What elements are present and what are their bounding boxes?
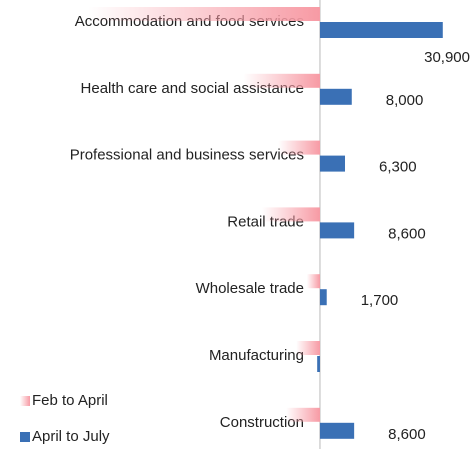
legend-label: April to July <box>32 428 110 445</box>
legend-swatch <box>20 396 30 406</box>
bar <box>319 422 355 439</box>
bar <box>278 140 320 155</box>
category-label: Wholesale trade <box>196 280 304 297</box>
legend-swatch <box>20 432 30 442</box>
bar <box>319 22 443 38</box>
value-label: 1,700 <box>361 292 399 309</box>
value-label: 8,000 <box>386 92 424 109</box>
category-label: Professional and business services <box>70 147 304 164</box>
bar <box>317 356 320 372</box>
category-label: Construction <box>220 414 304 431</box>
bar <box>319 155 346 172</box>
bar <box>243 73 320 88</box>
bar <box>296 341 320 355</box>
bar <box>261 207 320 222</box>
bar <box>319 88 352 105</box>
bar <box>286 407 320 422</box>
bar <box>306 274 320 289</box>
category-label: Manufacturing <box>209 347 304 364</box>
value-label: 8,600 <box>388 426 426 443</box>
value-label: 30,900 <box>424 49 470 66</box>
bar <box>88 7 320 21</box>
legend-label: Feb to April <box>32 392 108 409</box>
bar <box>319 289 327 306</box>
value-label: 8,600 <box>388 225 426 242</box>
value-label: 6,300 <box>379 159 417 176</box>
bar <box>319 222 355 239</box>
